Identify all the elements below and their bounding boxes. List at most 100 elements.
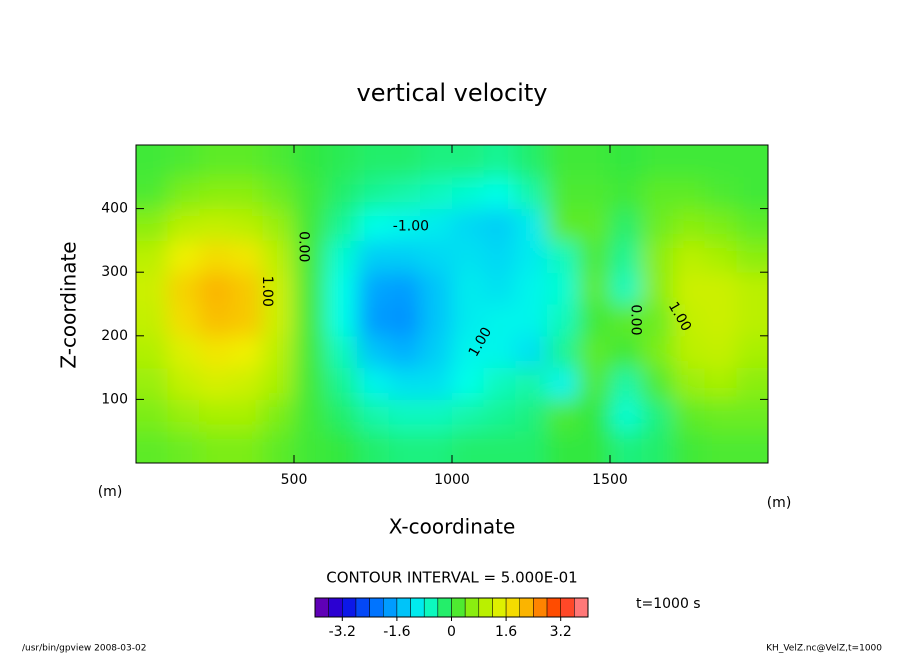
cell [673,176,706,210]
cell [420,304,453,337]
cell [230,399,263,432]
cell [515,176,548,210]
cell [641,367,674,400]
cell [136,431,169,463]
time-label: t=1000 s [636,596,701,612]
cell [357,431,390,463]
cell [578,240,611,273]
cell [230,367,263,400]
cell [262,272,295,305]
cell [641,399,674,432]
colorbar-cell [451,597,466,618]
cell [420,240,453,273]
cell [704,304,737,337]
colorbar-cell [396,597,411,618]
cell [578,145,611,178]
cell [388,304,421,337]
footer-right: KH_VelZ.nc@VelZ,t=1000 [766,644,882,654]
cell [167,367,200,400]
cell [673,240,706,273]
cell [641,208,674,241]
cell [641,145,674,178]
cell [483,367,516,400]
cell [262,240,295,273]
cell [546,304,579,337]
cell [483,240,516,273]
cell [515,145,548,178]
cell [388,176,421,210]
cell [452,145,485,178]
cell [641,272,674,305]
cell [673,208,706,241]
cell [420,431,453,463]
colorbar-cell [314,597,329,618]
x-unit: (m) [767,495,792,511]
cell [736,304,768,337]
cell [199,399,232,432]
cell [262,431,295,463]
cell [610,145,643,178]
cell [199,208,232,241]
cell [452,240,485,273]
cell [610,240,643,273]
colorbar-cell [492,597,507,618]
cell [578,367,611,400]
cell [262,304,295,337]
cell [483,145,516,178]
cell [294,335,327,369]
cell [578,272,611,305]
cell [452,431,485,463]
cell [578,176,611,210]
cell [515,367,548,400]
cell [199,431,232,463]
cell [420,399,453,432]
cell [136,176,169,210]
cell [452,304,485,337]
cell [325,145,358,178]
cell [357,367,390,400]
colorbar-cell [423,597,439,618]
cell [325,431,358,463]
cell [357,176,390,210]
colorbar-tick-label: -1.6 [383,624,410,640]
cell [452,272,485,305]
x-tick-label: 1500 [592,472,628,488]
cell [420,335,453,369]
cell [483,431,516,463]
contour-interval: CONTOUR INTERVAL = 5.000E-01 [326,569,577,587]
cell [199,304,232,337]
cell [325,240,358,273]
y-tick-label: 400 [101,201,128,217]
cell [136,335,169,369]
cell [641,176,674,210]
colorbar-cell [342,597,357,618]
y-tick-label: 100 [101,391,128,407]
cell [388,145,421,178]
cell [546,272,579,305]
cell [294,208,327,241]
cell [610,335,643,369]
cell [546,176,579,210]
cell [452,176,485,210]
cell [388,367,421,400]
cell [420,145,453,178]
cell [483,335,516,369]
cell [515,272,548,305]
colorbar-tick-label: 1.6 [495,624,517,640]
cell [673,431,706,463]
cell [546,208,579,241]
cell [704,208,737,241]
field [136,145,768,463]
cell [578,431,611,463]
cell [483,304,516,337]
cell [420,208,453,241]
cell [610,272,643,305]
cell [262,145,295,178]
cell [388,335,421,369]
cell [230,335,263,369]
cell [515,399,548,432]
cell [136,240,169,273]
cell [199,272,232,305]
cell [736,176,768,210]
cell [641,431,674,463]
